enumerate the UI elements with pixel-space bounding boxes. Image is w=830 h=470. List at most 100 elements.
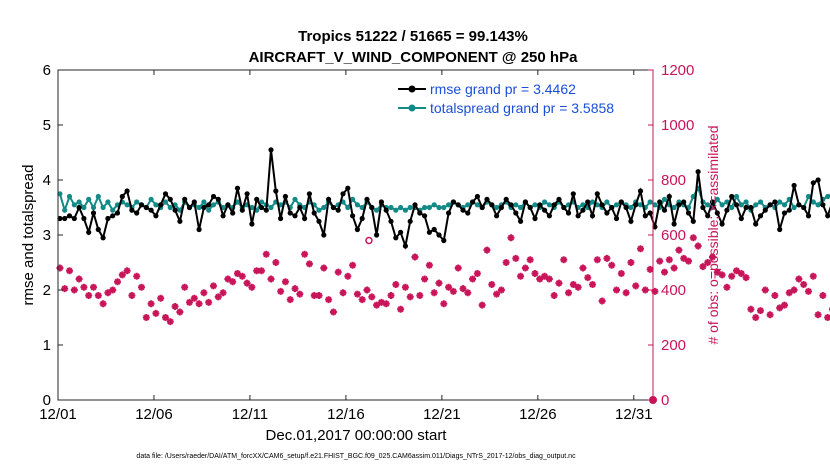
rmse-point bbox=[273, 188, 279, 194]
rmse-point bbox=[724, 207, 730, 213]
rmse-point bbox=[474, 193, 480, 200]
totalspread-point bbox=[719, 202, 725, 208]
obs-point bbox=[469, 275, 477, 283]
obs-point bbox=[123, 267, 131, 275]
chart-title-line1: Tropics 51222 / 51665 = 99.143% bbox=[298, 28, 528, 45]
rmse-point bbox=[518, 218, 524, 224]
obs-point bbox=[70, 286, 78, 294]
chart-title-line2: AIRCRAFT_V_WIND_COMPONENT @ 250 hPa bbox=[249, 49, 579, 66]
rmse-point bbox=[805, 213, 812, 219]
rmse-point bbox=[729, 193, 735, 200]
obs-point bbox=[555, 279, 563, 287]
totalspread-point bbox=[422, 204, 428, 211]
rmse-point bbox=[263, 207, 269, 213]
rmse-point bbox=[225, 202, 231, 208]
rmse-point bbox=[446, 210, 452, 216]
rmse-point bbox=[426, 229, 432, 235]
obs-series bbox=[56, 234, 830, 326]
obs-point bbox=[440, 300, 448, 308]
rmse-point bbox=[110, 213, 116, 219]
rmse-point bbox=[206, 202, 212, 208]
obs-point bbox=[464, 289, 472, 297]
obs-point bbox=[445, 283, 453, 291]
obs-point bbox=[756, 307, 764, 315]
obs-point bbox=[656, 257, 664, 265]
rmse-point bbox=[599, 202, 605, 208]
rmse-point bbox=[302, 215, 308, 222]
totalspread-point bbox=[513, 202, 519, 208]
rmse-point bbox=[532, 215, 538, 222]
obs-point bbox=[411, 253, 419, 261]
totalspread-point bbox=[661, 196, 668, 202]
obs-point bbox=[325, 296, 333, 304]
rmse-point bbox=[580, 207, 586, 213]
obs-point bbox=[85, 292, 93, 299]
rmse-point bbox=[321, 232, 327, 238]
rmse-point bbox=[316, 218, 322, 224]
totalspread-point bbox=[100, 204, 106, 211]
rmse-point bbox=[258, 204, 265, 211]
obs-point bbox=[598, 297, 606, 305]
obs-point bbox=[651, 287, 659, 295]
rmse-point bbox=[527, 204, 533, 211]
rmse-point bbox=[628, 218, 634, 224]
y-tick-label-left: 4 bbox=[43, 172, 51, 189]
obs-point bbox=[493, 290, 501, 298]
totalspread-point bbox=[705, 202, 711, 208]
totalspread-point bbox=[359, 204, 365, 211]
y-tick-label-left: 1 bbox=[43, 337, 51, 354]
obs-point bbox=[157, 294, 165, 302]
obs-point bbox=[435, 279, 443, 287]
rmse-point bbox=[470, 199, 476, 205]
rmse-point bbox=[585, 199, 591, 205]
rmse-point bbox=[62, 215, 68, 222]
totalspread-point bbox=[354, 202, 360, 208]
obs-point bbox=[301, 250, 309, 258]
obs-point bbox=[104, 289, 112, 297]
totalspread-point bbox=[431, 202, 437, 208]
obs-point bbox=[310, 292, 318, 299]
obs-point bbox=[209, 282, 217, 290]
rmse-point bbox=[172, 207, 178, 213]
totalspread-point bbox=[604, 199, 610, 205]
rmse-point bbox=[820, 202, 826, 208]
x-tick-label: 12/31 bbox=[615, 406, 653, 423]
rmse-point bbox=[757, 213, 764, 219]
rmse-point bbox=[326, 196, 332, 202]
obs-point bbox=[339, 289, 347, 297]
y-axis-left-label: rmse and totalspread bbox=[20, 165, 37, 306]
legend-spread-label: totalspread grand pr = 3.5858 bbox=[430, 100, 614, 116]
obs-point bbox=[800, 281, 808, 288]
rmse-point bbox=[287, 210, 293, 216]
rmse-point bbox=[282, 193, 288, 200]
obs-point bbox=[368, 293, 376, 301]
totalspread-point bbox=[345, 204, 351, 211]
obs-point bbox=[291, 285, 299, 293]
y-tick-label-left: 0 bbox=[43, 392, 51, 409]
totalspread-point bbox=[81, 204, 87, 211]
rmse-point bbox=[177, 218, 183, 224]
obs-point bbox=[229, 278, 237, 286]
rmse-point bbox=[762, 207, 768, 213]
rmse-point bbox=[249, 221, 255, 227]
rmse-point bbox=[450, 199, 456, 205]
obs-point bbox=[238, 272, 246, 280]
rmse-point bbox=[158, 202, 164, 208]
obs-point bbox=[152, 309, 160, 317]
obs-point bbox=[732, 267, 740, 275]
obs-point bbox=[166, 318, 174, 326]
y-axis-left: 0 1 2 3 4 5 6 bbox=[43, 62, 63, 409]
obs-point bbox=[593, 256, 601, 264]
totalspread-point bbox=[815, 202, 821, 208]
rmse-point bbox=[407, 218, 413, 224]
totalspread-point bbox=[210, 202, 217, 208]
rmse-point bbox=[551, 202, 557, 208]
obs-point bbox=[296, 290, 304, 298]
rmse-point bbox=[743, 204, 749, 211]
obs-point bbox=[584, 274, 592, 282]
rmse-point bbox=[268, 147, 274, 153]
obs-point bbox=[536, 275, 544, 283]
rmse-point bbox=[330, 204, 336, 211]
totalspread-point bbox=[494, 204, 500, 211]
totalspread-point bbox=[148, 196, 154, 202]
